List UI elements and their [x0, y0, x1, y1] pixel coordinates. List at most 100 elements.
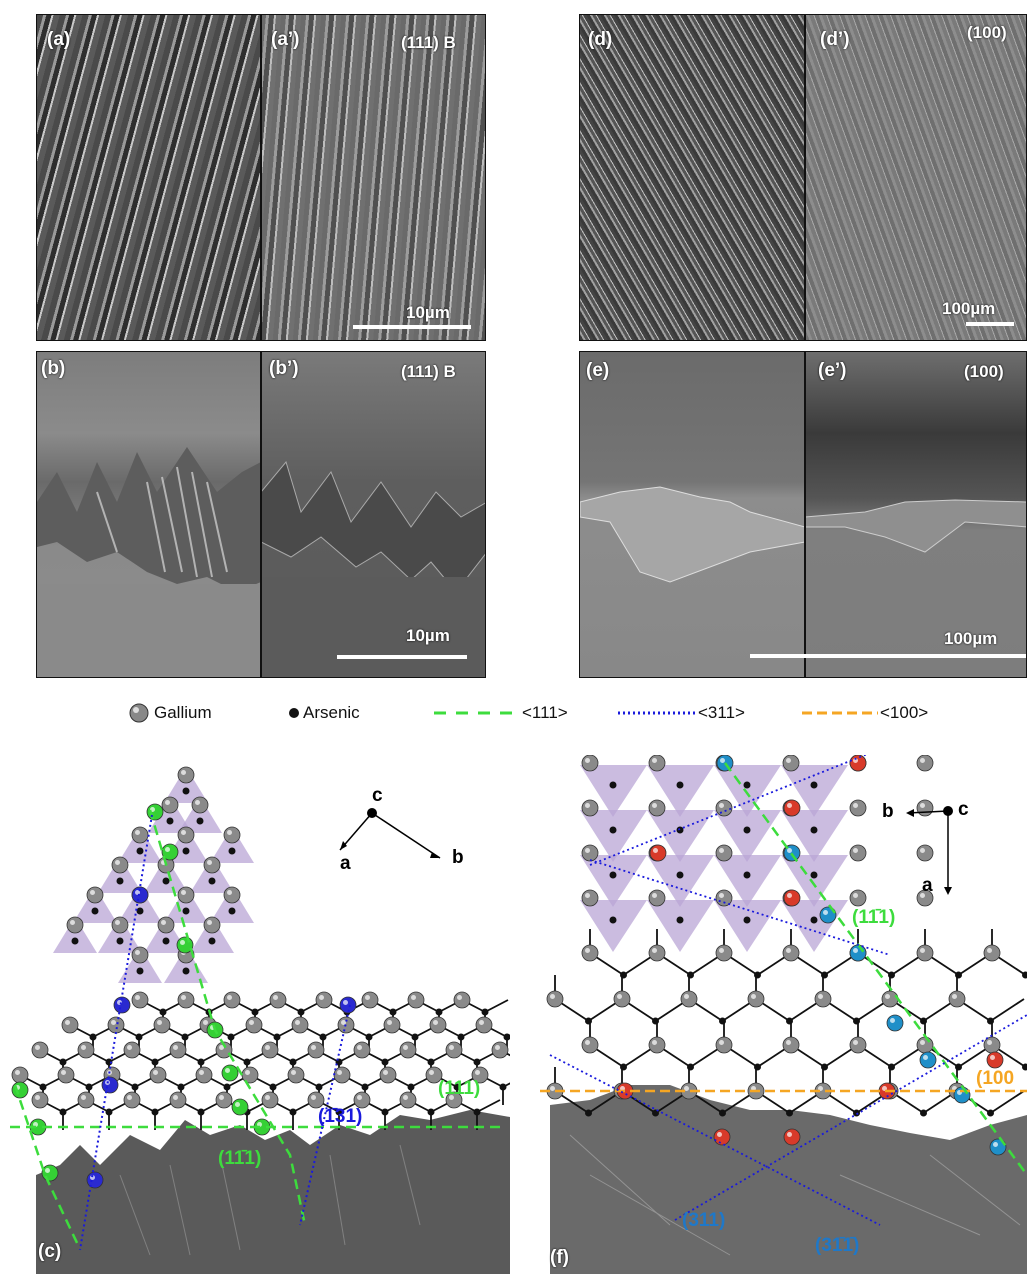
- gallium-atom: [849, 844, 867, 862]
- gallium-atom-highlight: [295, 1020, 300, 1025]
- arsenic-atom: [289, 1108, 297, 1116]
- gallium-atom-highlight: [786, 1040, 791, 1045]
- axis-label-a: a: [340, 853, 351, 874]
- blue-atom-highlight: [923, 1055, 928, 1060]
- arsenic-atom: [39, 1083, 47, 1091]
- arsenic-atom: [269, 1083, 277, 1091]
- arsenic-atom: [182, 967, 190, 975]
- legend-100: <100>: [800, 702, 928, 724]
- orientation-100-top: (100): [967, 23, 1007, 42]
- gallium-atom-highlight: [786, 948, 791, 953]
- arsenic-atom: [166, 817, 174, 825]
- dotted-blue-line-icon: [618, 711, 696, 715]
- gallium-atom-highlight: [273, 995, 278, 1000]
- arsenic-tetrahedron: [781, 765, 848, 817]
- gallium-atom-highlight: [341, 1020, 346, 1025]
- gallium-atom: [849, 1036, 867, 1054]
- gallium-atom: [177, 766, 195, 784]
- gallium-atom-highlight: [952, 994, 957, 999]
- plane-label-31m1: (31̄1̄): [815, 1235, 860, 1256]
- arsenic-atom: [810, 781, 818, 789]
- arsenic-atom: [503, 1033, 510, 1041]
- gallium-atom: [333, 1066, 351, 1084]
- arsenic-atom: [182, 907, 190, 915]
- arsenic-atom: [786, 1017, 793, 1025]
- plane-label-311: (311): [682, 1210, 726, 1231]
- gallium-atom: [107, 1016, 125, 1034]
- gallium-atom-highlight: [987, 948, 992, 953]
- gallium-atom: [61, 1016, 79, 1034]
- plane-label-131: (1̄31): [318, 1106, 363, 1127]
- legend-arsenic-label: Arsenic: [303, 703, 360, 722]
- axis-label-c: c: [958, 799, 969, 820]
- axis-label-a: a: [922, 875, 933, 896]
- gallium-atom-highlight: [249, 1020, 254, 1025]
- arsenic-atom: [888, 971, 895, 979]
- gallium-atom-highlight: [853, 893, 858, 898]
- arsenic-atom: [609, 826, 617, 834]
- gallium-atom-highlight: [165, 800, 170, 805]
- gallium-atom-highlight: [585, 948, 590, 953]
- red-atom-highlight: [787, 803, 792, 808]
- sem-image-a-prime: [261, 15, 485, 340]
- label-a-prime: (a’): [271, 29, 300, 50]
- arsenic-atom: [888, 1063, 895, 1071]
- gallium-atom-highlight: [920, 1040, 925, 1045]
- arsenic-atom: [361, 1083, 369, 1091]
- arsenic-atom: [743, 916, 751, 924]
- gallium-atom: [648, 944, 666, 962]
- a-axis-arrow: [339, 812, 373, 851]
- gallium-atom: [131, 946, 149, 964]
- orientation-111b-top: (111) B: [401, 33, 456, 52]
- crystal-diagram-f: [540, 755, 1027, 1274]
- arsenic-atom: [955, 1063, 962, 1071]
- gallium-atom-highlight: [652, 758, 657, 763]
- arsenic-atom: [786, 1109, 793, 1117]
- arsenic-tetrahedron: [714, 900, 781, 952]
- arsenic-tetrahedron: [118, 887, 162, 923]
- gallium-atom: [648, 1036, 666, 1054]
- arsenic-atom: [196, 817, 204, 825]
- gallium-atom-highlight: [357, 1045, 362, 1050]
- gallium-atom: [429, 1016, 447, 1034]
- arsenic-tetrahedron: [190, 917, 234, 953]
- axis-label-b: b: [452, 847, 464, 868]
- arsenic-tetrahedron: [647, 900, 714, 952]
- arsenic-tetrahedron: [148, 797, 192, 833]
- arsenic-atom: [821, 971, 828, 979]
- arsenic-atom: [687, 971, 694, 979]
- gallium-atom: [31, 1091, 49, 1109]
- gallium-atom: [131, 991, 149, 1009]
- gallium-atom: [715, 1036, 733, 1054]
- gallium-atom: [881, 990, 899, 1008]
- gallium-atom-highlight: [157, 1020, 162, 1025]
- arsenic-atom: [91, 907, 99, 915]
- label-b: (b): [41, 358, 66, 379]
- gallium-atom-highlight: [65, 1020, 70, 1025]
- gallium-atom-highlight: [161, 920, 166, 925]
- gallium-atom: [849, 799, 867, 817]
- legend-arsenic: Arsenic: [287, 702, 360, 724]
- gallium-atom: [453, 991, 471, 1009]
- red-atom: [649, 844, 667, 862]
- arsenic-atom: [228, 907, 236, 915]
- arsenic-atom: [151, 1108, 159, 1116]
- gallium-atom-highlight: [987, 1040, 992, 1045]
- b-axis-arrow: [371, 812, 441, 859]
- gallium-atom: [353, 1041, 371, 1059]
- bond: [476, 1099, 501, 1113]
- gallium-atom: [215, 1091, 233, 1109]
- green-atom: [11, 1081, 29, 1099]
- red-atom-highlight: [717, 1132, 722, 1137]
- gallium-atom-highlight: [35, 1045, 40, 1050]
- gallium-atom: [169, 1091, 187, 1109]
- arsenic-atom: [457, 1033, 465, 1041]
- dashed-orange-line-icon: [802, 711, 878, 715]
- gallium-atom-highlight: [111, 1020, 116, 1025]
- gallium-atom-highlight: [311, 1095, 316, 1100]
- blue-atom-highlight: [787, 848, 792, 853]
- gallium-atom-highlight: [181, 770, 186, 775]
- gallium-atom-highlight: [181, 830, 186, 835]
- arsenic-atom: [197, 1108, 205, 1116]
- gallium-atom: [191, 796, 209, 814]
